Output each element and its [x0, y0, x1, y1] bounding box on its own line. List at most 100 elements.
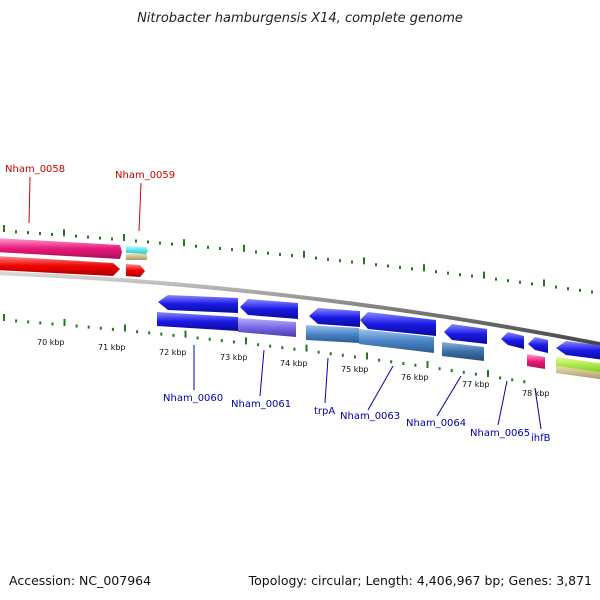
- feature-trpa-arrow[interactable]: [309, 308, 360, 327]
- major-tick: [423, 264, 425, 272]
- feature-nham-0058-lower[interactable]: [0, 256, 120, 276]
- feature-nham-0059-lower[interactable]: [126, 264, 145, 277]
- label-nham-0065[interactable]: Nham_0065: [470, 428, 530, 439]
- upper-tick-row: [3, 225, 593, 294]
- feature-nham-0059-lower-strip: [126, 254, 147, 260]
- minor-tick: [341, 353, 344, 357]
- feature-nham-0058-upper[interactable]: [0, 238, 122, 259]
- minor-tick: [293, 347, 296, 351]
- minor-tick: [111, 327, 114, 331]
- minor-tick: [172, 333, 175, 337]
- minor-tick: [339, 259, 341, 263]
- minor-tick: [462, 370, 465, 374]
- label-nham-0061[interactable]: Nham_0061: [231, 399, 291, 410]
- minor-tick: [51, 322, 54, 326]
- minor-tick: [99, 326, 102, 330]
- label-nham-0058[interactable]: Nham_0058: [5, 164, 65, 175]
- minor-tick: [220, 339, 223, 343]
- major-tick: [3, 314, 5, 321]
- genome-summary-text: Topology: circular; Length: 4,406,967 bp…: [248, 573, 592, 588]
- minor-tick: [159, 241, 161, 245]
- label-ihfb[interactable]: ihfB: [531, 433, 551, 444]
- ruler-label-71: 71 kbp: [98, 343, 126, 352]
- label-nham-0060[interactable]: Nham_0060: [163, 393, 223, 404]
- ruler-label-78: 78 kbp: [522, 389, 550, 398]
- minor-tick: [353, 355, 356, 359]
- minor-tick: [567, 287, 569, 291]
- feature-nham-0065-arrow[interactable]: [501, 332, 524, 349]
- minor-tick: [147, 240, 149, 244]
- feature-nham-0064-block[interactable]: [442, 342, 484, 361]
- minor-tick: [387, 264, 389, 268]
- minor-tick: [232, 340, 235, 344]
- minor-tick: [471, 274, 473, 278]
- feature-nham-0063-block[interactable]: [359, 329, 434, 353]
- major-tick: [3, 225, 5, 232]
- minor-tick: [75, 234, 77, 238]
- minor-tick: [39, 321, 42, 325]
- ruler-label-73: 73 kbp: [220, 353, 248, 362]
- minor-tick: [15, 230, 17, 234]
- minor-tick: [375, 263, 377, 267]
- label-nham-0059[interactable]: Nham_0059: [115, 170, 175, 181]
- minor-tick: [99, 236, 101, 240]
- major-tick: [245, 337, 247, 345]
- minor-tick: [39, 232, 41, 236]
- minor-tick: [171, 242, 173, 246]
- minor-tick: [257, 343, 260, 347]
- minor-tick: [555, 285, 557, 289]
- major-tick: [543, 279, 545, 287]
- minor-tick: [87, 325, 90, 329]
- minor-tick: [459, 273, 461, 277]
- minor-tick: [438, 367, 441, 371]
- minor-tick: [378, 358, 381, 362]
- feature-next-gene-arrow[interactable]: [556, 341, 600, 360]
- major-tick: [303, 250, 305, 258]
- minor-tick: [511, 378, 514, 382]
- feature-trpa-block[interactable]: [306, 325, 359, 343]
- feature-nham-0059-upper[interactable]: [126, 246, 148, 254]
- major-tick: [63, 229, 65, 237]
- major-tick: [366, 352, 368, 360]
- ruler-label-77: 77 kbp: [462, 380, 490, 389]
- minor-tick: [414, 363, 417, 367]
- label-nham-0063[interactable]: Nham_0063: [340, 411, 400, 422]
- minor-tick: [447, 271, 449, 275]
- feature-lime-block[interactable]: [556, 357, 600, 373]
- minor-tick: [435, 270, 437, 274]
- minor-tick: [87, 235, 89, 239]
- minor-tick: [219, 246, 221, 250]
- minor-tick: [507, 279, 509, 283]
- label-trpa[interactable]: trpA: [314, 406, 335, 417]
- minor-tick: [111, 237, 113, 241]
- feature-ihfb-arrow[interactable]: [528, 337, 548, 353]
- minor-tick: [160, 332, 163, 336]
- minor-tick: [27, 231, 29, 235]
- feature-nham-0063-arrow[interactable]: [360, 312, 436, 336]
- minor-tick: [279, 252, 281, 256]
- feature-nham-0064-arrow[interactable]: [444, 324, 487, 344]
- genome-backbone: [0, 271, 600, 347]
- minor-tick: [231, 248, 233, 252]
- minor-tick: [195, 244, 197, 248]
- ruler-label-75: 75 kbp: [341, 365, 369, 374]
- major-tick: [305, 344, 308, 352]
- major-tick: [483, 271, 485, 279]
- label-nham-0064[interactable]: Nham_0064: [406, 418, 466, 429]
- minor-tick: [402, 362, 405, 366]
- major-tick: [63, 318, 66, 326]
- major-tick: [184, 330, 187, 338]
- feature-nham-0061-arrow[interactable]: [240, 299, 298, 319]
- minor-tick: [591, 290, 593, 294]
- minor-tick: [579, 288, 581, 292]
- feature-nham-0060-arrow[interactable]: [158, 295, 238, 313]
- minor-tick: [499, 376, 502, 380]
- feature-nham-0061-block[interactable]: [238, 318, 296, 337]
- major-tick: [124, 324, 126, 332]
- feature-nham-0060-block[interactable]: [157, 312, 238, 331]
- feature-tan-block[interactable]: [556, 366, 600, 380]
- map-title: Nitrobacter hamburgensis X14, complete g…: [137, 11, 463, 26]
- feature-pink-block[interactable]: [527, 354, 545, 369]
- minor-tick: [208, 337, 211, 341]
- minor-tick: [519, 280, 521, 284]
